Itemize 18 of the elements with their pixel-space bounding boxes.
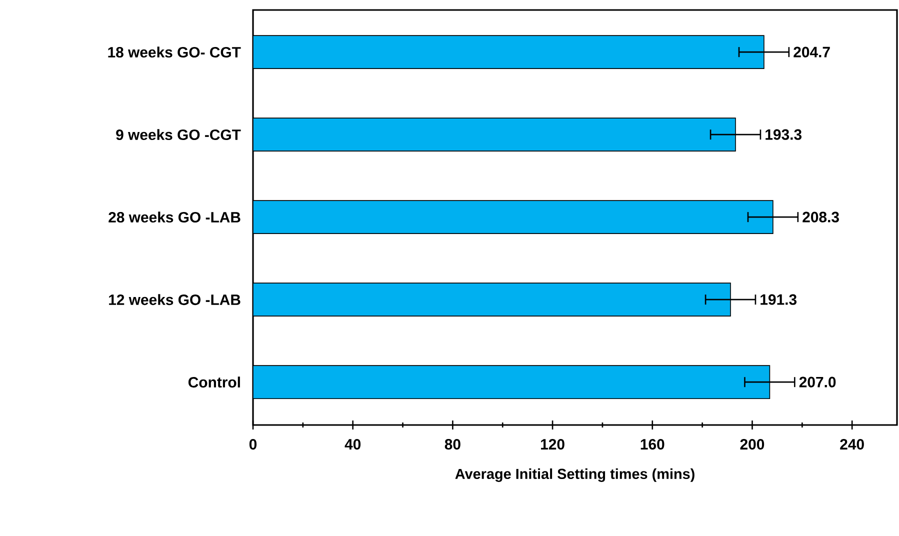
x-tick-label: 160 [640,439,664,450]
x-tick-label: 120 [541,439,564,450]
data-label: 208.3 [802,212,839,222]
x-tick-label: 200 [740,439,764,450]
y-tick-label: Control [188,376,240,388]
data-label: 191.3 [760,294,797,305]
data-label: 207.0 [799,376,836,388]
y-tick-label: 9 weeks GO -CGT [116,129,241,140]
y-tick-label: 28 weeks GO -LAB [108,212,240,223]
y-tick-label: 18 weeks GO- CGT [108,46,241,58]
y-tick-label: 12 weeks GO -LAB [109,294,240,306]
x-tick-label: 0 [249,439,257,450]
data-label: 193.3 [766,129,802,140]
x-tick-label: 40 [344,439,361,450]
x-axis-title: Average Initial Setting times (mins) [455,468,694,482]
data-label: 204.7 [794,46,830,58]
x-tick-label: 240 [840,439,864,450]
x-tick-label: 80 [444,439,460,450]
